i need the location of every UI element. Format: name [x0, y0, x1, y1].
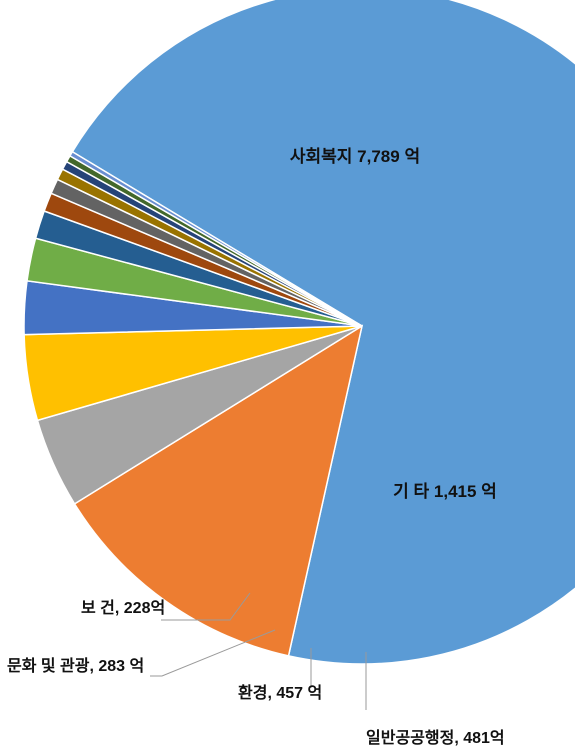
slice-label-general-admin: 일반공공행정, 481억: [366, 728, 505, 747]
leader-line-health: [161, 592, 251, 621]
slice-labels: 사회복지 7,789 억 기 타 1,415 억 보 건, 228억 문화 및 …: [7, 147, 505, 747]
slice-label-culture-tourism: 문화 및 관광, 283 억: [7, 656, 144, 675]
pie-slice-1: [73, 324, 364, 657]
pie-slices: [23, 0, 575, 665]
pie-slice-0: [71, 0, 575, 665]
slice-label-other: 기 타 1,415 억: [393, 482, 497, 501]
slice-label-health: 보 건, 228억: [81, 598, 165, 617]
slice-label-social-welfare: 사회복지 7,789 억: [290, 147, 420, 166]
leader-line-culture: [150, 629, 276, 677]
slice-label-environment: 환경, 457 억: [238, 683, 322, 702]
pie-slice-12: [68, 150, 363, 327]
leader-lines: [150, 592, 367, 710]
